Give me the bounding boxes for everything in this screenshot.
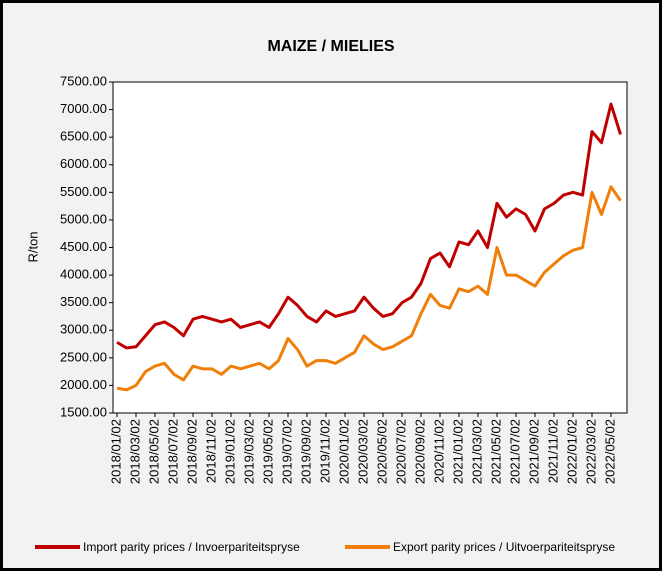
y-tick-label: 7000.00 (60, 101, 107, 116)
x-tick-label: 2018/05/02 (146, 419, 161, 484)
x-tick-label: 2022/03/02 (583, 419, 598, 484)
x-tick-label: 2018/07/02 (165, 419, 180, 484)
x-tick-label: 2018/09/02 (184, 419, 199, 484)
chart-title: MAIZE / MIELIES (267, 38, 394, 55)
y-tick-label: 3000.00 (60, 322, 107, 337)
plot-area (112, 81, 628, 414)
y-tick-label: 4000.00 (60, 267, 107, 282)
legend-label: Import parity prices / Invoerpariteitspr… (83, 540, 300, 554)
y-tick-label: 1500.00 (60, 404, 107, 419)
y-tick-label: 7500.00 (60, 73, 107, 88)
x-tick-label: 2020/09/02 (412, 419, 427, 484)
y-tick-label: 6000.00 (60, 156, 107, 171)
x-tick-label: 2020/01/02 (336, 419, 351, 484)
x-tick-label: 2021/09/02 (526, 419, 541, 484)
x-tick-label: 2019/05/02 (260, 419, 275, 484)
y-tick-label: 5000.00 (60, 211, 107, 226)
x-tick-label: 2019/09/02 (298, 419, 313, 484)
x-tick-label: 2021/05/02 (488, 419, 503, 484)
x-tick-label: 2018/03/02 (127, 419, 142, 484)
y-tick-label: 2500.00 (60, 349, 107, 364)
x-tick-label: 2020/11/02 (431, 419, 446, 483)
series-line (116, 185, 622, 392)
y-tick-label: 2000.00 (60, 377, 107, 392)
y-tick-label: 6500.00 (60, 129, 107, 144)
x-tick-label: 2018/11/02 (203, 419, 218, 483)
x-tick-label: 2021/07/02 (507, 419, 522, 484)
y-axis-label: R/ton (25, 231, 40, 262)
x-tick-label: 2020/05/02 (374, 419, 389, 484)
legend-label: Export parity prices / Uitvoerpariteitsp… (393, 540, 615, 554)
x-tick-label: 2021/03/02 (469, 419, 484, 484)
x-tick-label: 2022/05/02 (602, 419, 617, 484)
x-tick-label: 2020/03/02 (355, 419, 370, 484)
series-line (116, 102, 622, 350)
x-tick-label: 2021/11/02 (545, 419, 560, 483)
x-tick-label: 2019/01/02 (222, 419, 237, 484)
x-tick-label: 2019/11/02 (317, 419, 332, 483)
y-tick-label: 4500.00 (60, 239, 107, 254)
x-tick-label: 2021/01/02 (450, 419, 465, 484)
x-tick-label: 2018/01/02 (108, 419, 123, 484)
x-tick-label: 2019/03/02 (241, 419, 256, 484)
y-tick-label: 3500.00 (60, 294, 107, 309)
x-tick-label: 2022/01/02 (564, 419, 579, 484)
x-tick-label: 2019/07/02 (279, 419, 294, 484)
x-tick-label: 2020/07/02 (393, 419, 408, 484)
y-tick-label: 5500.00 (60, 184, 107, 199)
